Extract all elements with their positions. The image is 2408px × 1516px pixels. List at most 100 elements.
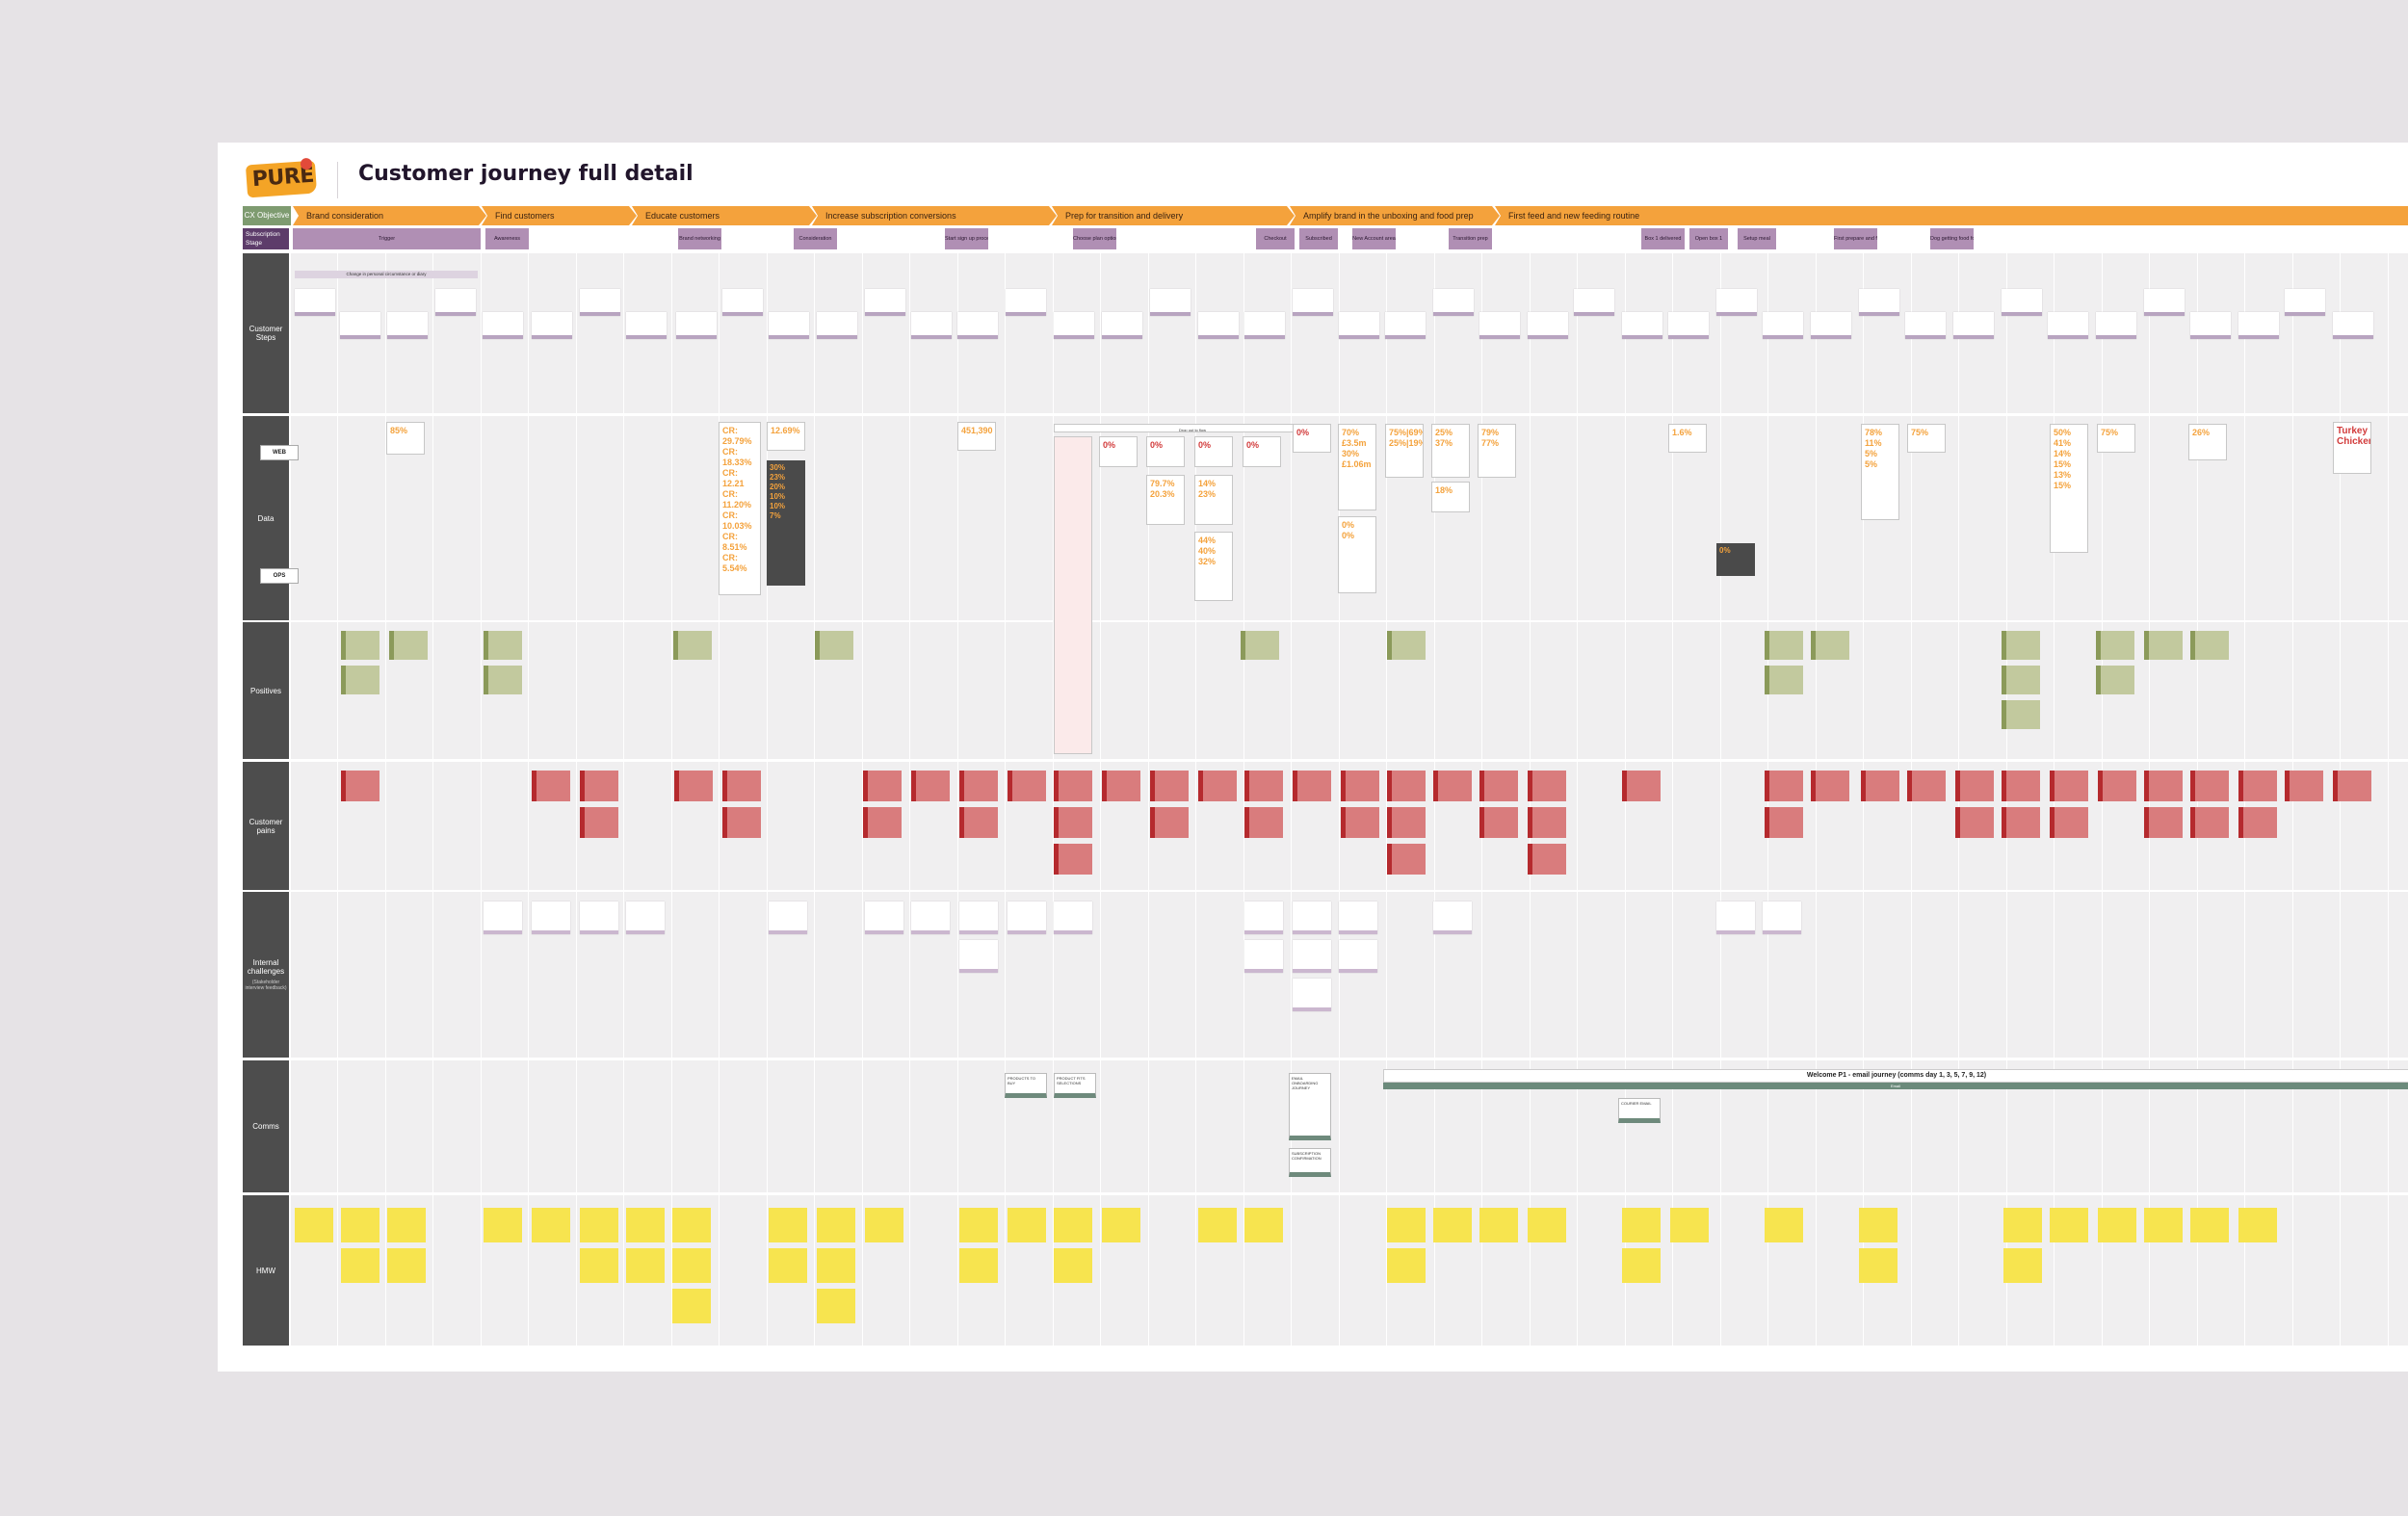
customer-step-card[interactable]	[1339, 312, 1379, 339]
pain-point-note[interactable]	[2002, 807, 2040, 838]
pain-point-note[interactable]	[1907, 771, 1946, 801]
pain-point-note[interactable]	[580, 771, 618, 801]
pain-point-note[interactable]	[1244, 807, 1283, 838]
customer-step-card[interactable]	[1385, 312, 1426, 339]
hmw-sticky-note[interactable]	[817, 1289, 855, 1323]
hmw-sticky-note[interactable]	[1102, 1208, 1140, 1242]
hmw-sticky-note[interactable]	[1387, 1248, 1426, 1283]
pain-point-note[interactable]	[911, 771, 950, 801]
customer-step-card[interactable]	[1479, 312, 1520, 339]
internal-challenge-quote[interactable]	[532, 902, 570, 934]
positive-note[interactable]	[341, 666, 380, 694]
hmw-sticky-note[interactable]	[1622, 1208, 1661, 1242]
hmw-sticky-note[interactable]	[2050, 1208, 2088, 1242]
hmw-sticky-note[interactable]	[1054, 1208, 1092, 1242]
hmw-sticky-note[interactable]	[769, 1248, 807, 1283]
pain-point-note[interactable]	[1955, 771, 1994, 801]
customer-step-card[interactable]	[769, 312, 809, 339]
pain-point-note[interactable]	[1479, 807, 1518, 838]
pain-point-note[interactable]	[674, 771, 713, 801]
hmw-sticky-note[interactable]	[1859, 1248, 1898, 1283]
customer-step-card[interactable]	[1763, 312, 1803, 339]
positive-note[interactable]	[2190, 631, 2229, 660]
customer-step-card[interactable]	[387, 312, 428, 339]
pain-point-note[interactable]	[1528, 807, 1566, 838]
internal-challenge-quote[interactable]	[1008, 902, 1046, 934]
pain-point-note[interactable]	[2050, 771, 2088, 801]
internal-challenge-quote[interactable]	[1293, 979, 1331, 1011]
customer-step-card[interactable]	[2333, 312, 2373, 339]
customer-step-card[interactable]	[1716, 289, 1757, 316]
pain-point-note[interactable]	[959, 771, 998, 801]
pain-point-note[interactable]	[2238, 807, 2277, 838]
pain-point-note[interactable]	[2144, 807, 2183, 838]
internal-challenge-quote[interactable]	[580, 902, 618, 934]
customer-step-card[interactable]	[1574, 289, 1614, 316]
positive-note[interactable]	[2002, 631, 2040, 660]
pain-point-note[interactable]	[1102, 771, 1140, 801]
positive-note[interactable]	[1765, 631, 1803, 660]
internal-challenge-quote[interactable]	[959, 940, 998, 973]
hmw-sticky-note[interactable]	[1433, 1208, 1472, 1242]
pain-point-note[interactable]	[1479, 771, 1518, 801]
pain-point-note[interactable]	[863, 771, 902, 801]
hmw-sticky-note[interactable]	[1054, 1248, 1092, 1283]
pain-point-note[interactable]	[580, 807, 618, 838]
customer-step-card[interactable]	[676, 312, 717, 339]
hmw-sticky-note[interactable]	[672, 1248, 711, 1283]
customer-step-card[interactable]	[483, 312, 523, 339]
positive-note[interactable]	[2096, 631, 2134, 660]
positive-note[interactable]	[2002, 666, 2040, 694]
hmw-sticky-note[interactable]	[1244, 1208, 1283, 1242]
customer-step-card[interactable]	[1006, 289, 1046, 316]
hmw-sticky-note[interactable]	[626, 1208, 665, 1242]
positive-note[interactable]	[2144, 631, 2183, 660]
internal-challenge-quote[interactable]	[1293, 902, 1331, 934]
hmw-sticky-note[interactable]	[1859, 1208, 1898, 1242]
pain-point-note[interactable]	[1955, 807, 1994, 838]
customer-step-card[interactable]	[2144, 289, 2185, 316]
hmw-sticky-note[interactable]	[672, 1289, 711, 1323]
pain-point-note[interactable]	[2190, 771, 2229, 801]
customer-step-card[interactable]	[911, 312, 952, 339]
internal-challenge-quote[interactable]	[1339, 902, 1377, 934]
customer-step-card[interactable]	[1859, 289, 1899, 316]
customer-step-card[interactable]	[1433, 289, 1474, 316]
pain-point-note[interactable]	[1054, 807, 1092, 838]
internal-challenge-quote[interactable]	[626, 902, 665, 934]
internal-challenge-quote[interactable]	[769, 902, 807, 934]
hmw-sticky-note[interactable]	[1622, 1248, 1661, 1283]
pain-point-note[interactable]	[1387, 807, 1426, 838]
hmw-sticky-note[interactable]	[295, 1208, 333, 1242]
internal-challenge-quote[interactable]	[1716, 902, 1755, 934]
positive-note[interactable]	[673, 631, 712, 660]
customer-step-card[interactable]	[340, 312, 380, 339]
internal-challenge-quote[interactable]	[959, 902, 998, 934]
customer-step-card[interactable]	[1102, 312, 1142, 339]
hmw-sticky-note[interactable]	[341, 1208, 380, 1242]
hmw-sticky-note[interactable]	[580, 1248, 618, 1283]
hmw-sticky-note[interactable]	[865, 1208, 903, 1242]
positive-note[interactable]	[389, 631, 428, 660]
hmw-sticky-note[interactable]	[1387, 1208, 1426, 1242]
customer-step-card[interactable]	[532, 312, 572, 339]
customer-step-card[interactable]	[865, 289, 905, 316]
customer-step-card[interactable]	[1668, 312, 1709, 339]
positive-note[interactable]	[2096, 666, 2134, 694]
hmw-sticky-note[interactable]	[769, 1208, 807, 1242]
hmw-sticky-note[interactable]	[959, 1248, 998, 1283]
pain-point-note[interactable]	[1387, 844, 1426, 875]
customer-step-card[interactable]	[1528, 312, 1568, 339]
hmw-sticky-note[interactable]	[1528, 1208, 1566, 1242]
positive-note[interactable]	[1765, 666, 1803, 694]
customer-step-card[interactable]	[1622, 312, 1662, 339]
pain-point-note[interactable]	[722, 807, 761, 838]
customer-step-card[interactable]	[2002, 289, 2042, 316]
hmw-sticky-note[interactable]	[580, 1208, 618, 1242]
hmw-sticky-note[interactable]	[341, 1248, 380, 1283]
pain-point-note[interactable]	[722, 771, 761, 801]
hmw-sticky-note[interactable]	[817, 1208, 855, 1242]
customer-step-card[interactable]	[1244, 312, 1285, 339]
pain-point-note[interactable]	[1528, 771, 1566, 801]
pain-point-note[interactable]	[2098, 771, 2136, 801]
